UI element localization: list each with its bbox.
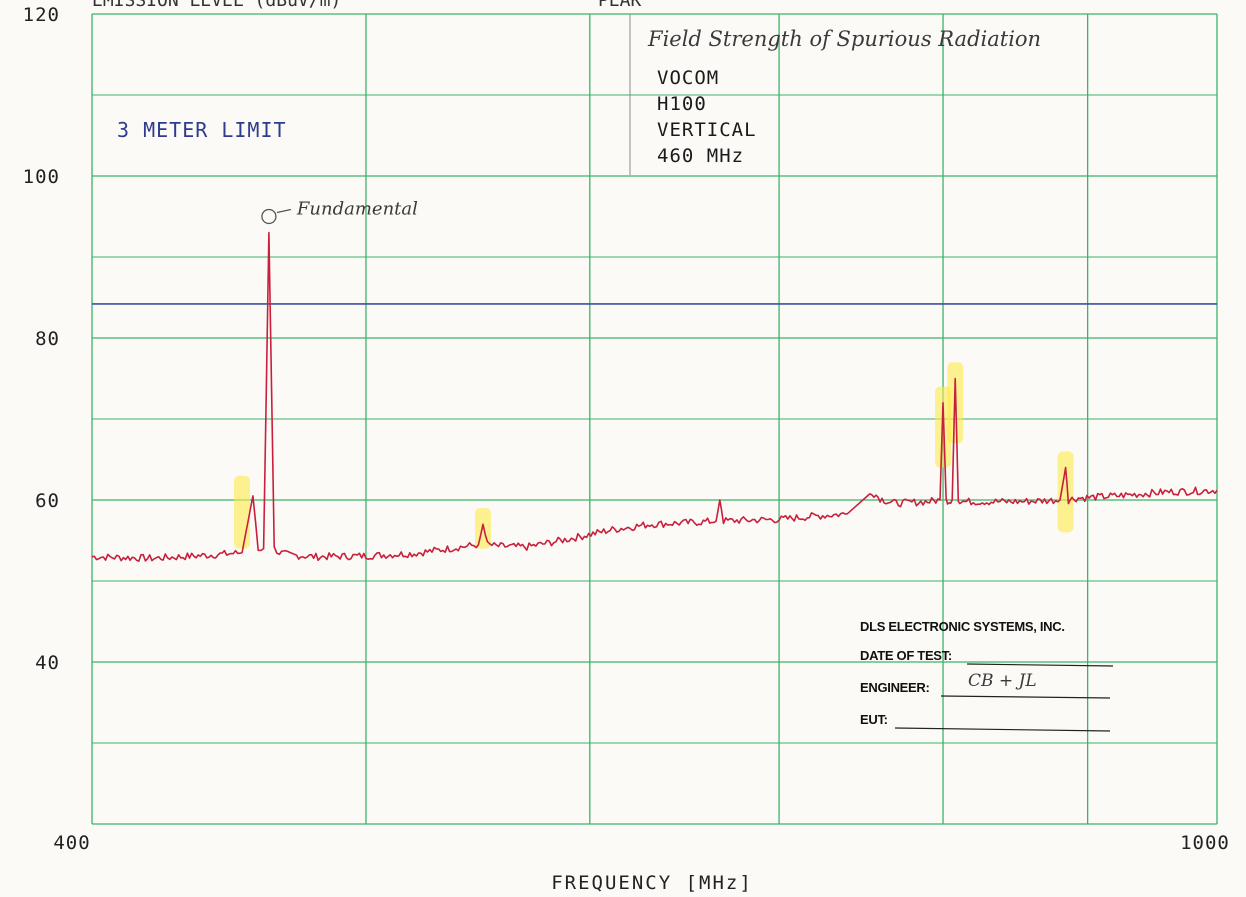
info-line-model: H100 [657,93,707,115]
x-tick-label: 400 [53,832,90,854]
x-axis-label: FREQUENCY [MHz] [551,872,753,894]
highlighter-mark [1057,451,1074,533]
stamp-engineer-label: ENGINEER: [860,680,930,695]
highlighter-mark [234,475,251,549]
y-tick-label: 60 [35,490,60,512]
grid [91,13,1218,825]
info-box-title: Field Strength of Spurious Radiation [647,27,1041,51]
stamp-date-line [966,663,1114,667]
y-tick-label: 100 [23,166,60,188]
info-line-manufacturer: VOCOM [657,67,719,89]
stamp-eut-label: EUT: [860,712,888,727]
fundamental-note: Fundamental [296,199,418,220]
y-tick-label: 120 [23,4,60,26]
y-tick-label: 40 [35,652,60,674]
stamp-date-label: DATE OF TEST: [860,648,952,663]
fundamental-circle-mark [261,208,277,225]
stamp-engineer-value: CB + JL [968,671,1037,691]
emission-trace [91,231,1218,562]
axis-tick-labels: 40 60 80 100 120 400 1000 [23,4,1230,854]
info-line-frequency: 460 MHz [657,145,744,167]
stamp-eut-line [894,727,1111,732]
stamp-company: DLS ELECTRONIC SYSTEMS, INC. [860,619,1065,634]
fundamental-leader-line [276,208,292,214]
stamp-engineer-line [940,695,1111,699]
fundamental-annotation: Fundamental [261,199,418,225]
limit-label: 3 METER LIMIT [117,118,287,142]
lab-stamp: DLS ELECTRONIC SYSTEMS, INC. DATE OF TES… [860,619,1114,732]
info-line-polarization: VERTICAL [657,119,757,141]
y-tick-label: 80 [35,328,60,350]
info-box: Field Strength of Spurious Radiation VOC… [629,14,1041,175]
header-detector-mode: PEAK [598,0,642,11]
x-tick-label: 1000 [1180,832,1230,854]
header-y-axis-title: EMISSION LEVEL (dBuV/m) [92,0,341,11]
